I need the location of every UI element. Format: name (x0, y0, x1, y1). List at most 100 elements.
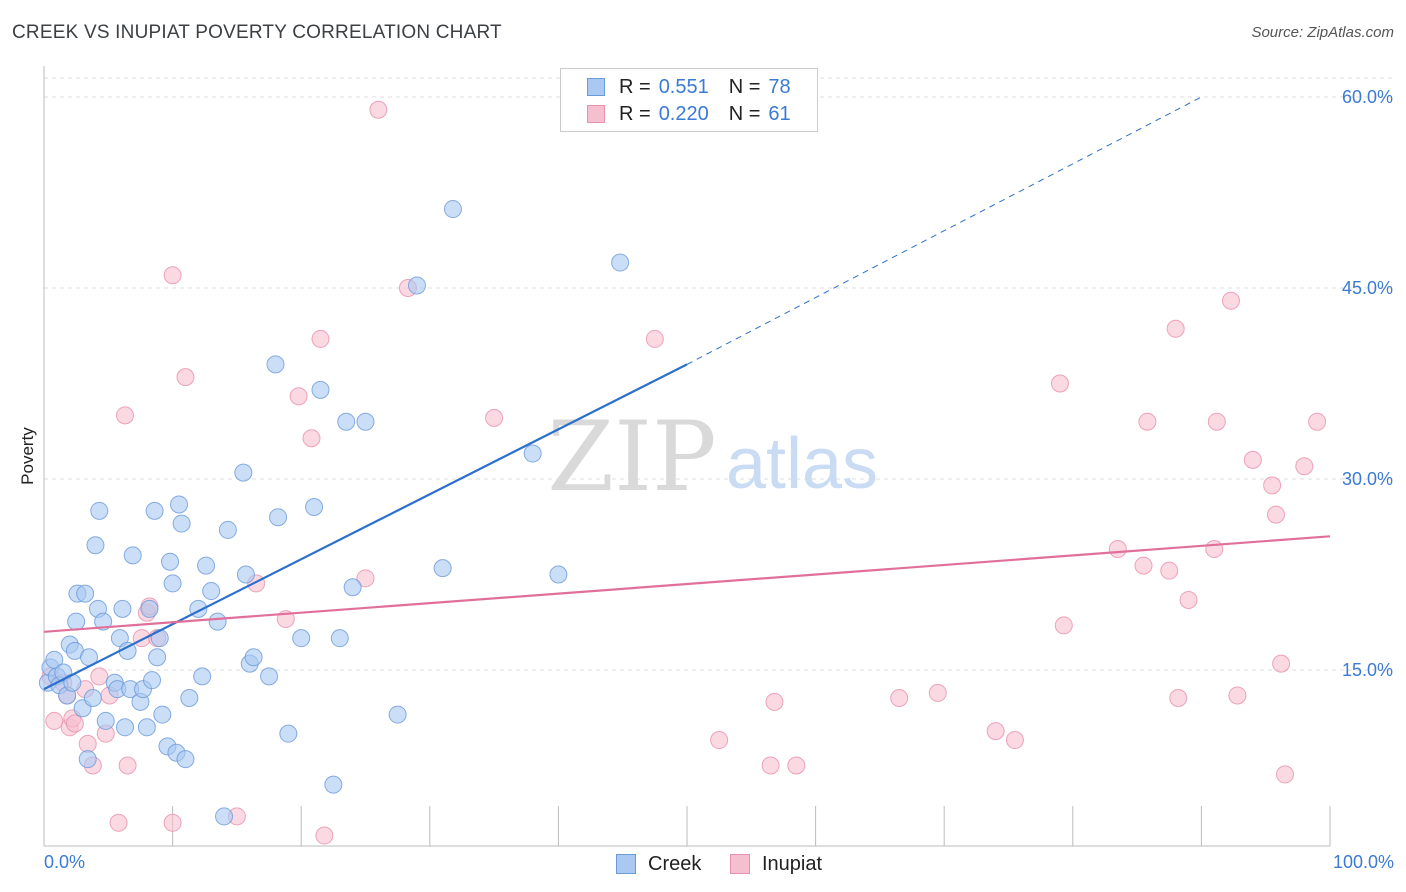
data-point-inupiat (163, 266, 182, 285)
data-point-inupiat (1138, 412, 1157, 431)
data-point-creek (170, 495, 189, 514)
data-point-inupiat (176, 368, 195, 387)
chart-title: CREEK VS INUPIAT POVERTY CORRELATION CHA… (12, 22, 502, 43)
bottom-legend-inupiat: Inupiat (730, 852, 822, 876)
data-point-creek (150, 629, 169, 648)
legend-n-label: N = (728, 75, 761, 98)
data-point-inupiat (1243, 450, 1262, 469)
data-point-creek (83, 689, 102, 708)
data-point-inupiat (1160, 561, 1179, 580)
data-point-creek (208, 612, 227, 631)
data-point-inupiat (369, 100, 388, 119)
data-point-inupiat (485, 408, 504, 427)
data-point-creek (236, 565, 255, 584)
watermark: ZIP atlas (547, 401, 878, 513)
data-point-creek (611, 253, 630, 272)
data-point-creek (244, 648, 263, 667)
data-point-creek (113, 599, 132, 618)
legend-r-label: R = (619, 102, 651, 125)
y-tick-label: 45.0% (1342, 278, 1393, 298)
data-point-creek (193, 667, 212, 686)
data-point-inupiat (765, 692, 784, 711)
data-point-inupiat (1108, 540, 1127, 559)
trend-line-creek (43, 363, 688, 691)
data-point-creek (305, 498, 324, 517)
data-point-creek (218, 520, 237, 539)
data-point-creek (176, 750, 195, 769)
legend-row-creek: R = 0.551 N = 78 (587, 75, 791, 99)
data-point-inupiat (78, 734, 97, 753)
data-point-inupiat (1221, 291, 1240, 310)
legend-n-value: 61 (768, 102, 791, 125)
data-point-creek (76, 584, 95, 603)
trend-lines (43, 96, 1331, 691)
data-point-creek (269, 508, 288, 527)
data-point-creek (78, 750, 97, 769)
bottom-legend-label-inupiat: Inupiat (762, 852, 823, 875)
data-points (38, 100, 1327, 845)
data-point-creek (292, 629, 311, 648)
data-point-creek (433, 559, 452, 578)
data-point-creek (143, 671, 162, 690)
data-point-inupiat (1272, 654, 1291, 673)
data-point-creek (137, 718, 156, 737)
data-point-inupiat (1266, 505, 1285, 524)
data-point-inupiat (289, 387, 308, 406)
data-point-creek (407, 276, 426, 295)
data-point-creek (330, 629, 349, 648)
data-point-inupiat (645, 329, 664, 348)
data-point-creek (96, 711, 115, 730)
y-tick-label: 30.0% (1342, 469, 1393, 489)
x-tick-label-min: 0.0% (44, 852, 86, 872)
data-point-inupiat (1050, 374, 1069, 393)
data-point-inupiat (890, 689, 909, 708)
data-point-inupiat (302, 429, 321, 448)
data-point-inupiat (315, 826, 334, 845)
x-tick-label-max: 100.0% (1332, 852, 1394, 872)
bottom-legend-creek: Creek (616, 852, 701, 876)
data-point-creek (266, 355, 285, 374)
data-point-inupiat (1207, 412, 1226, 431)
data-point-inupiat (1308, 412, 1327, 431)
data-point-creek (148, 648, 167, 667)
data-point-creek (172, 514, 191, 533)
legend-r-label: R = (619, 75, 651, 98)
data-point-creek (388, 705, 407, 724)
bottom-legend-swatch-inupiat (730, 854, 750, 874)
data-point-creek (161, 552, 180, 571)
data-point-inupiat (1166, 319, 1185, 338)
legend-n-label: N = (728, 102, 761, 125)
data-point-creek (343, 578, 362, 597)
legend-swatch-inupiat (587, 105, 605, 123)
data-point-inupiat (1005, 731, 1024, 750)
y-tick-label: 60.0% (1342, 87, 1393, 107)
bottom-legend-swatch-creek (616, 854, 636, 874)
data-point-creek (234, 463, 253, 482)
data-point-creek (260, 667, 279, 686)
data-point-inupiat (787, 756, 806, 775)
data-point-inupiat (1179, 590, 1198, 609)
data-point-inupiat (1228, 686, 1247, 705)
data-point-creek (94, 612, 113, 631)
y-tick-labels: 15.0% 30.0% 45.0% 60.0% (1342, 87, 1393, 680)
data-point-creek (140, 599, 159, 618)
bottom-legend-label-creek: Creek (648, 852, 702, 875)
data-point-creek (356, 412, 375, 431)
data-point-creek (145, 501, 164, 520)
data-point-inupiat (928, 683, 947, 702)
data-point-creek (202, 582, 221, 601)
trend-line-creek-extrapolated (686, 96, 1202, 365)
data-point-inupiat (356, 569, 375, 588)
y-tick-label: 15.0% (1342, 660, 1393, 680)
data-point-inupiat (1054, 616, 1073, 635)
data-point-creek (549, 565, 568, 584)
data-point-inupiat (1205, 540, 1224, 559)
data-point-creek (279, 724, 298, 743)
data-point-inupiat (311, 329, 330, 348)
data-point-inupiat (1275, 765, 1294, 784)
data-point-creek (153, 705, 172, 724)
legend-r-value: 0.220 (658, 102, 709, 125)
data-point-creek (90, 501, 109, 520)
data-point-creek (523, 444, 542, 463)
